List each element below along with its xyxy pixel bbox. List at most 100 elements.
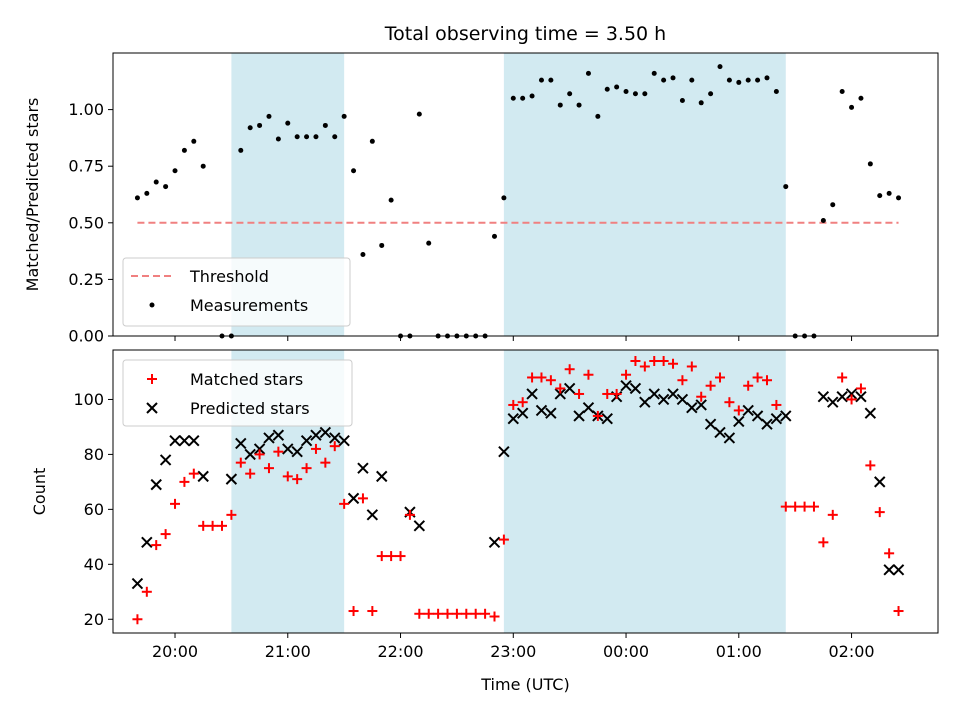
measurement-point	[538, 77, 544, 83]
measurement-point	[144, 190, 150, 196]
x-tick-label: 02:00	[828, 642, 874, 661]
x-tick-label: 22:00	[377, 642, 423, 661]
matched-star-point	[386, 551, 397, 562]
measurement-point	[275, 136, 281, 142]
measurement-point	[520, 95, 526, 101]
count-panel: 20 40 60 80 100 20:00 21:00 22:00 23:00 00:00 01:…	[30, 349, 939, 694]
measurement-point	[849, 104, 855, 110]
count-legend: Matched stars Predicted stars	[122, 359, 353, 427]
matched-star-point	[235, 457, 246, 468]
matched-star-point	[555, 383, 566, 394]
predicted-star-point	[883, 564, 895, 576]
predicted-star-point	[263, 432, 275, 444]
measurement-point	[858, 95, 864, 101]
predicted-star-point	[695, 399, 707, 411]
x-tick-label: 01:00	[716, 642, 762, 661]
predicted-star-point	[169, 434, 181, 447]
count-y-tick-label: 60	[84, 500, 104, 519]
measurement-point	[783, 184, 789, 190]
matched-star-point	[630, 355, 641, 366]
measurement-point	[830, 202, 836, 208]
matched-star-point	[489, 611, 500, 622]
measurement-point	[670, 75, 676, 81]
measurement-point	[332, 134, 338, 140]
measurement-point	[726, 77, 732, 83]
predicted-star-point	[780, 410, 792, 422]
legend-matched-swatch	[147, 374, 157, 384]
count-y-tick-label: 40	[84, 555, 104, 574]
matched-star-point	[874, 507, 885, 518]
legend-predicted-label: Predicted stars	[190, 399, 310, 418]
measurement-point	[717, 64, 723, 70]
predicted-star-point	[272, 429, 285, 441]
measurement-point	[388, 197, 394, 203]
matched-star-point	[893, 606, 904, 617]
matched-star-point	[188, 468, 199, 479]
measurement-point	[501, 195, 507, 201]
predicted-star-point	[770, 412, 783, 425]
matched-star-point	[423, 608, 434, 619]
legend-threshold-label: Threshold	[189, 267, 269, 286]
measurement-point	[708, 91, 714, 97]
matched-star-point	[884, 548, 895, 559]
measurement-point	[491, 233, 497, 239]
matched-star-point	[367, 606, 378, 617]
legend-measurements-swatch	[149, 302, 155, 308]
matched-star-point	[282, 471, 293, 482]
measurement-point	[585, 70, 591, 76]
predicted-star-point	[366, 509, 379, 521]
count-y-axis-label: Count	[30, 468, 49, 516]
predicted-star-point	[874, 476, 886, 488]
matched-star-point	[292, 474, 303, 485]
matched-star-point	[564, 364, 575, 375]
ratio-y-axis-label: Matched/Predicted stars	[23, 98, 42, 292]
x-tick-label: 00:00	[603, 642, 649, 661]
measurement-point	[529, 93, 535, 99]
matched-star-point	[141, 586, 152, 597]
measurement-point	[661, 77, 667, 83]
matched-star-point	[668, 358, 679, 369]
measurement-point	[379, 242, 385, 248]
count-panel-frame	[112, 349, 939, 634]
x-tick-label: 23:00	[490, 642, 536, 661]
matched-star-point	[254, 449, 265, 460]
matched-star-point	[263, 463, 274, 474]
matched-star-point	[329, 441, 340, 452]
predicted-star-point	[620, 380, 632, 392]
matched-star-point	[207, 520, 218, 531]
count-legend-box	[122, 359, 353, 427]
matched-star-point	[376, 551, 387, 562]
ratio-y-tick-label: 1.00	[68, 100, 104, 119]
measurement-point	[200, 163, 206, 169]
measurement-point	[153, 179, 159, 185]
matched-star-point	[761, 375, 772, 386]
measurement-point	[322, 122, 328, 128]
matched-star-point	[649, 355, 660, 366]
matched-star-point	[621, 369, 632, 380]
measurement-point	[191, 138, 197, 144]
matched-star-point	[508, 399, 519, 410]
predicted-star-point	[488, 536, 501, 549]
x-tick-label: 21:00	[265, 642, 311, 661]
measurement-point	[548, 77, 554, 83]
measurement-point	[595, 113, 601, 119]
matched-star-point	[198, 520, 209, 531]
matched-star-point	[320, 457, 331, 468]
predicted-star-point	[714, 426, 726, 439]
matched-star-point	[837, 372, 848, 383]
measurement-point	[266, 113, 272, 119]
count-y-tick-label: 20	[84, 610, 104, 629]
matched-star-point	[715, 372, 726, 383]
measurement-point	[510, 95, 516, 101]
matched-star-point	[743, 380, 754, 391]
measurement-point	[886, 190, 892, 196]
measurement-point	[360, 251, 366, 257]
predicted-star-point	[347, 492, 360, 505]
predicted-star-point	[582, 401, 595, 414]
matched-star-point	[273, 446, 284, 457]
measurement-point	[426, 240, 432, 246]
matched-star-point	[442, 608, 453, 619]
measurement-point	[341, 113, 347, 119]
predicted-star-point	[131, 577, 144, 590]
